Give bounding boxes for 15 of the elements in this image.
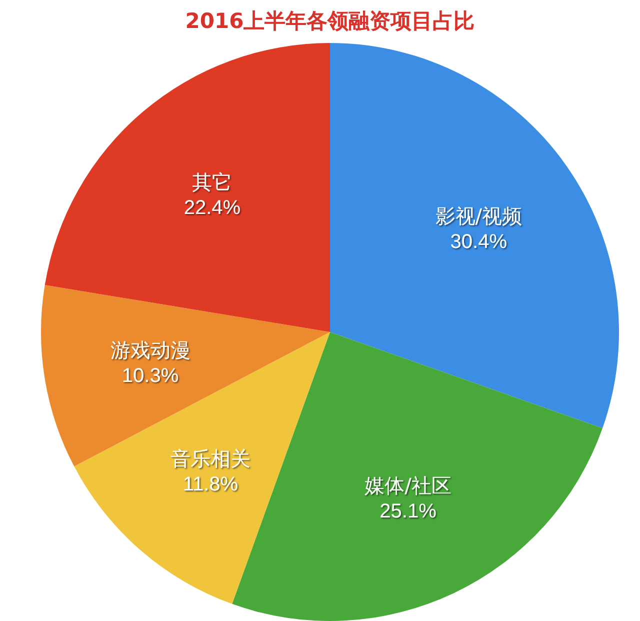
slice-label: 其它 [192,170,232,194]
slice-label: 音乐相关 [170,446,250,470]
data-label: 25.1% [380,500,437,522]
data-label: 30.4% [450,230,508,253]
pie-slice [44,43,330,332]
data-label: 11.8% [182,473,238,496]
slice-label: 媒体/社区 [364,473,452,498]
data-label: 22.4% [184,197,241,220]
slice-label: 游戏动漫 [110,338,190,362]
pie-slice [74,332,330,604]
pie-slice [330,43,619,428]
pie-slice [41,285,330,466]
slice-label: 影视/视频 [435,204,522,228]
data-label: 10.3% [122,365,179,388]
chart-title: 2016上半年各领融资项目占比 [185,9,475,33]
